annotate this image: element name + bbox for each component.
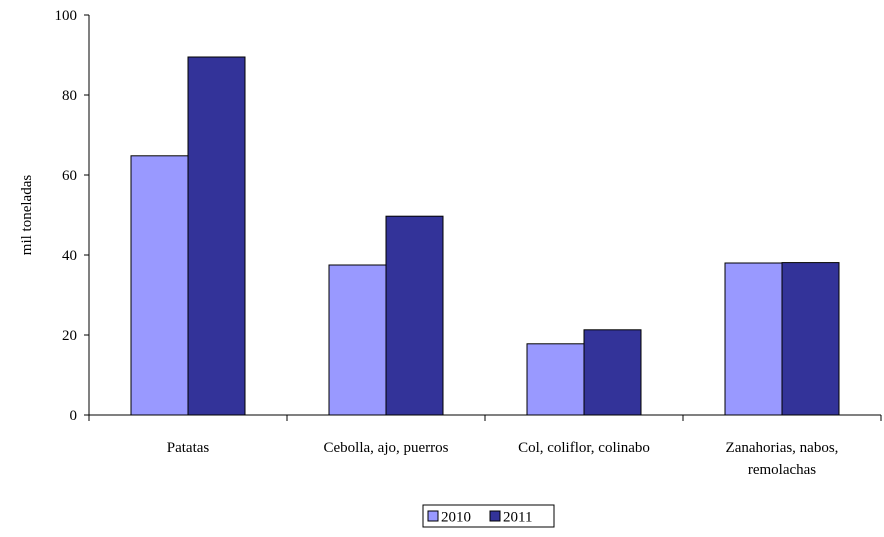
y-axis-title: mil toneladas: [19, 175, 35, 256]
x-tick-label: remolachas: [748, 462, 816, 478]
legend-frame: [422, 504, 555, 528]
y-tick-label: 100: [55, 8, 78, 24]
bar-2010-3: [724, 262, 783, 416]
y-tick-label: 20: [62, 328, 77, 344]
bar-2011-1: [385, 215, 444, 416]
bar-2011-0: [187, 56, 246, 416]
y-tick-label: 80: [62, 88, 77, 104]
bar-2010-2: [526, 343, 585, 416]
legend: 2010 2011: [422, 504, 555, 528]
x-tick-label: Cebolla, ajo, puerros: [324, 440, 449, 456]
x-axis: Patatas Cebolla, ajo, puerros Col, coliflo…: [88, 414, 882, 478]
bar-2011-2: [583, 329, 642, 416]
y-tick-label: 40: [62, 248, 77, 264]
bars: [130, 56, 840, 416]
y-tick-label: 60: [62, 168, 77, 184]
legend-label-2011: 2011: [503, 510, 532, 526]
x-tick-label: Zanahorias, nabos,: [726, 440, 839, 456]
x-tick-label: Col, coliflor, colinabo: [518, 440, 650, 456]
y-axis: 0 20 40 60 80 100: [55, 8, 90, 424]
x-tick-label: Patatas: [167, 440, 210, 456]
legend-swatch-2011: [489, 510, 501, 522]
legend-label-2010: 2010: [441, 510, 471, 526]
y-tick-label: 0: [70, 408, 78, 424]
legend-swatch-2010: [427, 510, 439, 522]
bar-2011-3: [781, 262, 840, 416]
bar-2010-1: [328, 264, 387, 416]
bar-2010-0: [130, 155, 189, 416]
